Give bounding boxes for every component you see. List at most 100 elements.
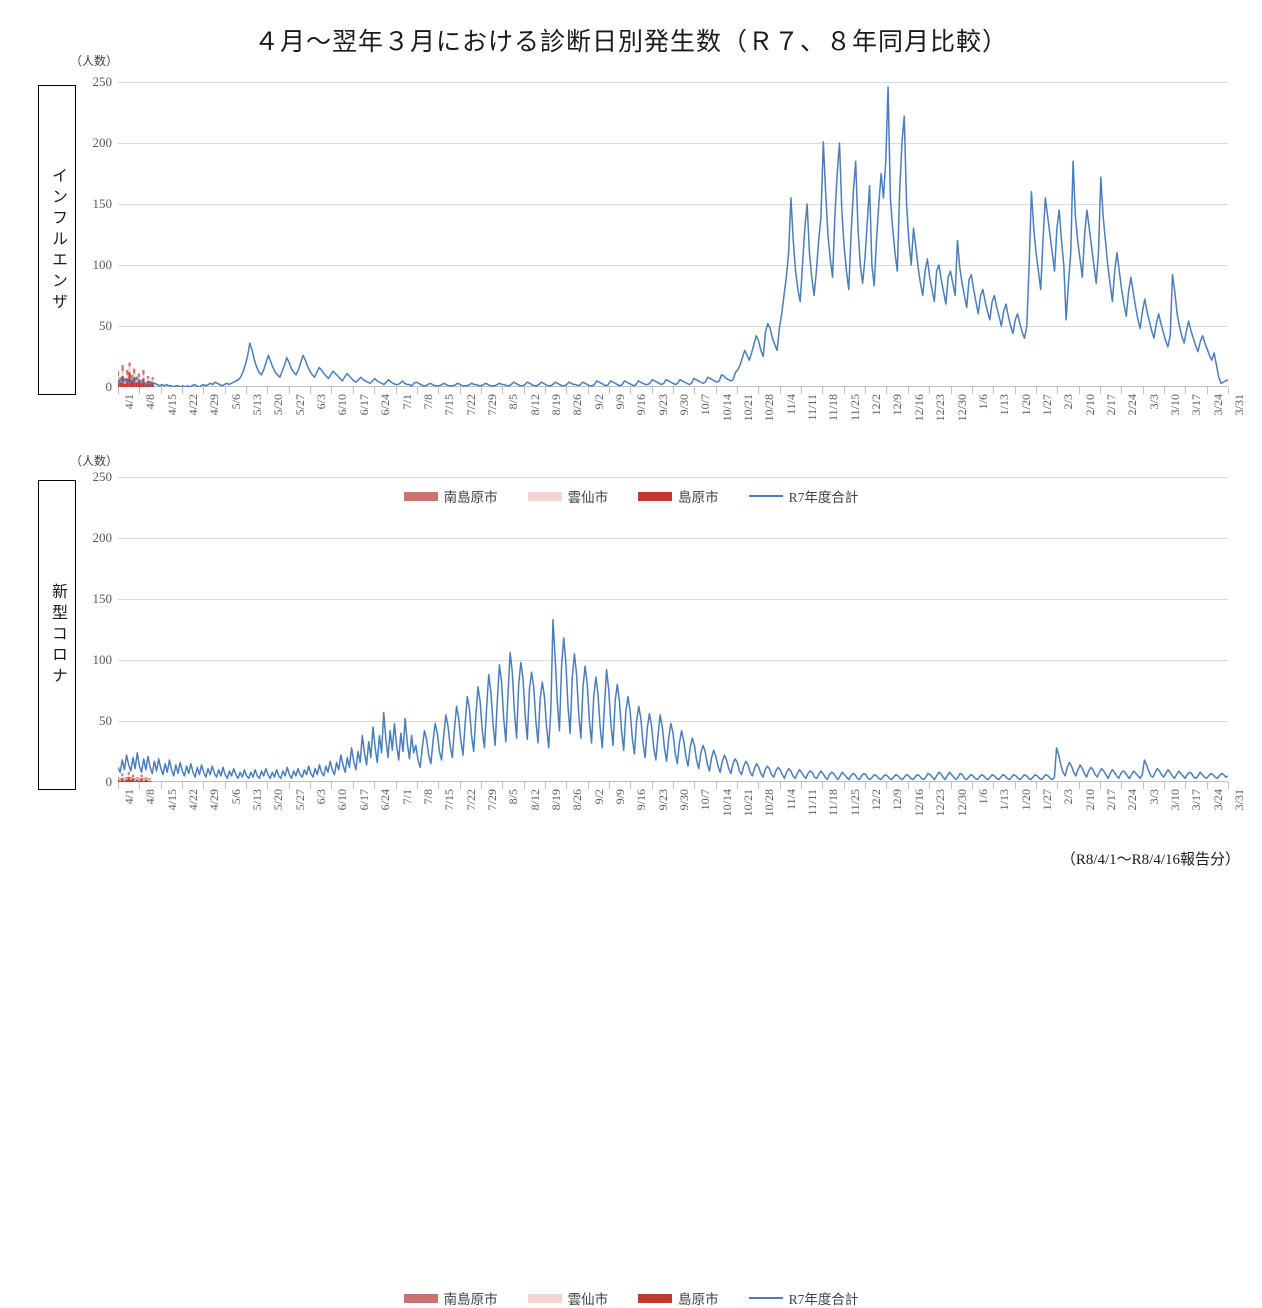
x-axis-ticks-influenza (118, 387, 1229, 394)
legend-item[interactable]: 島原市 (638, 486, 719, 506)
x-axis-tick-label: 12/23 (933, 789, 948, 817)
x-axis-tick (331, 387, 333, 394)
bar-島原市 (123, 383, 127, 387)
bar-雲仙市 (142, 374, 145, 379)
x-axis-tick-label: 4/29 (207, 394, 222, 416)
bar-島原市 (142, 780, 145, 782)
bar-雲仙市 (125, 778, 128, 780)
gridline (118, 599, 1228, 600)
y-axis-tick-label: 200 (92, 135, 113, 150)
x-axis-tick-label: 2/3 (1061, 394, 1076, 410)
legend-item[interactable]: R7年度合計 (748, 486, 858, 506)
bar-南島原市 (130, 374, 133, 379)
legend-item[interactable]: 雲仙市 (527, 1288, 608, 1308)
legend-item[interactable]: 南島原市 (403, 486, 498, 506)
bar-南島原市 (127, 772, 130, 775)
x-axis-tick (1035, 387, 1037, 394)
bar-雲仙市 (138, 779, 141, 781)
bar-島原市 (137, 379, 140, 387)
x-axis-tick-label: 9/9 (612, 789, 627, 805)
x-axis-tick-label: 3/10 (1167, 394, 1182, 416)
y-axis-labels-covid: 0 50 100 150 200 250 (70, 469, 113, 789)
x-axis-tick-label: 5/13 (250, 394, 265, 416)
legend-line-icon (748, 1297, 783, 1299)
bar-雲仙市 (118, 376, 120, 380)
x-axis-tick (843, 387, 845, 394)
gridline (118, 538, 1228, 539)
bar-南島原市 (137, 373, 140, 378)
bar-南島原市 (151, 377, 154, 380)
x-axis-tick (331, 782, 333, 789)
page-title: ４月～翌年３月における診断日別発生数（Ｒ７、８年同月比較） (253, 29, 1008, 56)
x-axis-tick (822, 387, 824, 394)
x-axis-tick (267, 387, 269, 394)
bar-島原市 (134, 780, 137, 782)
legend-label: 雲仙市 (567, 490, 609, 505)
x-axis-tick-label: 2/24 (1125, 394, 1140, 416)
x-axis-tick (224, 387, 226, 394)
x-axis-tick (1014, 782, 1016, 789)
x-axis-tick (480, 387, 482, 394)
x-axis-tick-label: 2/17 (1103, 789, 1118, 811)
bar-島原市 (144, 384, 147, 387)
bar-島原市 (125, 779, 128, 782)
x-axis-labels-covid: 4/1 4/8 4/15 4/22 4/29 5/6 5/13 5/20 5/27 6/3 6/10… (118, 789, 1246, 835)
x-axis-tick-label: 11/18 (826, 394, 841, 421)
gridline (118, 477, 1228, 478)
x-axis-tick (139, 387, 141, 394)
x-axis-tick-label: 9/2 (591, 789, 606, 805)
x-axis-tick-label: 4/15 (164, 789, 179, 811)
legend-item[interactable]: R7年度合計 (748, 1288, 858, 1308)
x-axis-tick-label: 10/14 (719, 394, 734, 422)
legend-item[interactable]: 雲仙市 (527, 486, 609, 506)
bar-南島原市 (125, 777, 128, 779)
x-axis-tick-label: 3/24 (1210, 394, 1225, 416)
x-axis-tick (544, 782, 546, 789)
x-axis-tick (1228, 782, 1229, 789)
x-axis-tick-label: 8/5 (506, 789, 521, 805)
bar-南島原市 (119, 778, 122, 780)
bar-島原市 (118, 779, 120, 782)
bar-南島原市 (142, 369, 145, 375)
x-axis-tick-label: 11/18 (826, 789, 841, 816)
legend-swatch-icon (403, 1293, 438, 1303)
bar-南島原市 (118, 371, 120, 377)
x-axis-tick (374, 782, 376, 789)
x-axis-tick-label: 2/24 (1125, 789, 1140, 811)
x-axis-tick (523, 782, 525, 789)
x-axis-tick (715, 782, 717, 789)
legend-item[interactable]: 南島原市 (403, 1288, 498, 1308)
x-axis-tick-label: 5/20 (271, 394, 286, 416)
bar-島原市 (131, 778, 135, 782)
x-axis-tick-label: 4/1 (122, 789, 136, 805)
x-axis-tick (118, 387, 119, 394)
x-axis-tick-label: 11/11 (805, 394, 820, 421)
category-label-influenza: インフルエンザ (38, 85, 76, 395)
x-axis-tick-label: 10/28 (762, 789, 777, 817)
x-axis-tick-label: 12/2 (869, 789, 884, 811)
bar-島原市 (146, 780, 150, 782)
bar-雲仙市 (142, 779, 145, 781)
x-axis-tick-label: 7/1 (399, 789, 414, 805)
bar-雲仙市 (134, 779, 137, 781)
bar-雲仙市 (131, 777, 135, 779)
legend-swatch-icon (638, 1293, 673, 1303)
y-axis-tick-label: 250 (92, 74, 113, 89)
bar-南島原市 (129, 777, 132, 779)
legend-item[interactable]: 島原市 (638, 1288, 719, 1308)
x-axis-tick-label: 12/16 (911, 394, 926, 422)
covid-panel: （人数） 新型コロナ 0 50 100 150 200 250 4/1 4/8 4/15 4/2… (0, 452, 1262, 1307)
bar-南島原市 (123, 778, 126, 780)
x-axis-tick-label: 1/6 (975, 394, 990, 410)
x-axis-tick (459, 782, 461, 789)
y-axis-tick-label: 200 (92, 530, 113, 545)
x-axis-tick-label: 12/9 (890, 789, 905, 811)
bar-島原市 (140, 383, 143, 387)
x-axis-tick (374, 387, 376, 394)
x-axis-tick-label: 2/10 (1082, 789, 1097, 811)
bar-島原市 (130, 380, 133, 387)
bar-雲仙市 (121, 775, 124, 779)
x-axis-tick (352, 387, 354, 394)
x-axis-tick (737, 387, 739, 394)
x-axis-tick-label: 12/23 (933, 394, 948, 422)
